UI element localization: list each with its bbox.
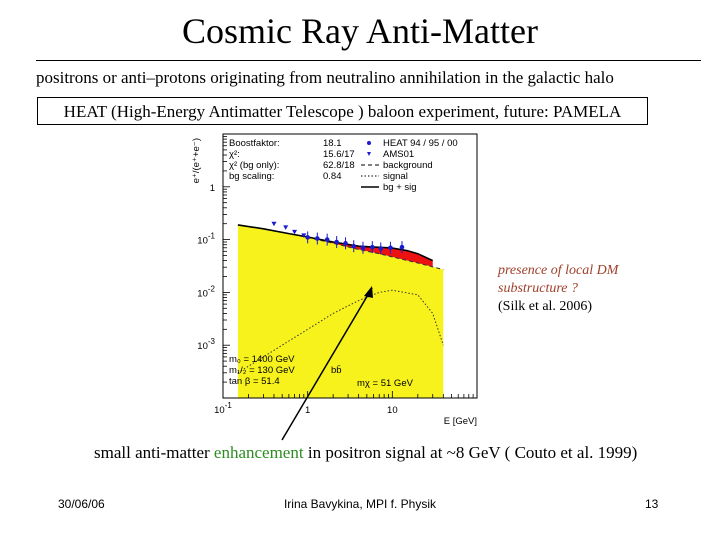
y-tick-exponent: -2 bbox=[208, 284, 216, 293]
x-tick-label: 10 bbox=[387, 405, 398, 416]
heat-point bbox=[343, 241, 348, 246]
info-key: bg scaling: bbox=[229, 171, 274, 182]
y-tick-label: 10-1 bbox=[197, 232, 215, 247]
info-value: 0.84 bbox=[323, 171, 342, 182]
legend-label: signal bbox=[383, 171, 408, 182]
legend-marker-triangle bbox=[367, 152, 371, 156]
info-key: Boostfaktor: bbox=[229, 138, 280, 149]
footer-date: 30/06/06 bbox=[58, 497, 105, 511]
note-line-3: (Silk et al. 2006) bbox=[498, 299, 593, 314]
x-tick-exponent: -1 bbox=[225, 401, 233, 410]
info-value: 15.6/17 bbox=[323, 149, 355, 160]
caption-before: small anti-matter bbox=[94, 443, 214, 462]
mchi-label: mχ = 51 GeV bbox=[357, 378, 414, 389]
y-tick-exponent: -3 bbox=[208, 337, 216, 346]
note-line-1: presence of local DM bbox=[498, 263, 619, 278]
info-key: χ²: bbox=[229, 149, 240, 160]
experiment-box: HEAT (High-Energy Antimatter Telescope )… bbox=[37, 97, 648, 125]
y-tick-label: 10-2 bbox=[197, 284, 215, 299]
slide-subtitle: positrons or anti–protons originating fr… bbox=[36, 68, 614, 87]
ams-point bbox=[271, 221, 277, 227]
param-label: tan β = 51.4 bbox=[229, 376, 280, 387]
total-curve bbox=[237, 224, 434, 262]
footer-author: Irina Bavykina, MPI f. Physik bbox=[283, 497, 437, 511]
legend-marker-dot bbox=[367, 141, 371, 145]
legend-label: AMS01 bbox=[383, 149, 414, 160]
y-tick-exponent: -1 bbox=[208, 232, 216, 241]
substructure-note: presence of local DM substructure ? (Sil… bbox=[498, 262, 618, 316]
param-label: m₁/₂ = 130 GeV bbox=[229, 365, 295, 376]
channel-label: bb̄ bbox=[331, 365, 342, 376]
info-value: 62.8/18 bbox=[323, 160, 355, 171]
positron-fraction-chart: 10-1 1 10 1 10-1 10-2 10-3 E [GeV] e⁺/(e⁺+e⁻) Boo… bbox=[191, 133, 478, 427]
heat-point bbox=[399, 244, 405, 250]
y-tick-label: 10-3 bbox=[197, 337, 215, 352]
title-divider bbox=[36, 60, 701, 61]
info-value: 18.1 bbox=[323, 138, 342, 149]
caption-highlight: enhancement bbox=[213, 443, 304, 462]
ams-point bbox=[283, 225, 289, 230]
slide-caption: small anti-matter enhancement in positro… bbox=[94, 443, 637, 463]
info-key: χ² (bg only): bbox=[229, 160, 279, 171]
signal-fill bbox=[307, 237, 433, 267]
x-axis-label: E [GeV] bbox=[444, 416, 477, 427]
heat-point bbox=[351, 243, 357, 249]
heat-point bbox=[388, 245, 393, 251]
note-line-2: substructure ? bbox=[498, 281, 578, 296]
heat-point bbox=[324, 237, 330, 242]
x-tick-label: 1 bbox=[305, 405, 310, 416]
footer-page-number: 13 bbox=[645, 497, 659, 511]
legend-label: background bbox=[383, 160, 433, 171]
heat-point bbox=[315, 236, 320, 241]
ams-point bbox=[301, 233, 307, 238]
ams-point bbox=[292, 229, 298, 235]
y-axis-label: e⁺/(e⁺+e⁻) bbox=[191, 138, 202, 183]
y-tick-label: 1 bbox=[210, 183, 215, 194]
heat-point bbox=[305, 235, 310, 240]
param-label: m₀ = 1400 GeV bbox=[229, 354, 295, 365]
heat-point bbox=[334, 239, 339, 245]
legend-label: bg + sig bbox=[383, 182, 417, 193]
heat-point bbox=[370, 244, 375, 250]
slide-title: Cosmic Ray Anti-Matter bbox=[182, 11, 538, 51]
legend-label: HEAT 94 / 95 / 00 bbox=[383, 138, 458, 149]
x-tick-label: 10-1 bbox=[214, 401, 232, 416]
heat-point bbox=[378, 246, 384, 251]
heat-point bbox=[360, 245, 366, 251]
caption-after: in positron signal at ~8 GeV ( Couto et … bbox=[303, 443, 638, 462]
